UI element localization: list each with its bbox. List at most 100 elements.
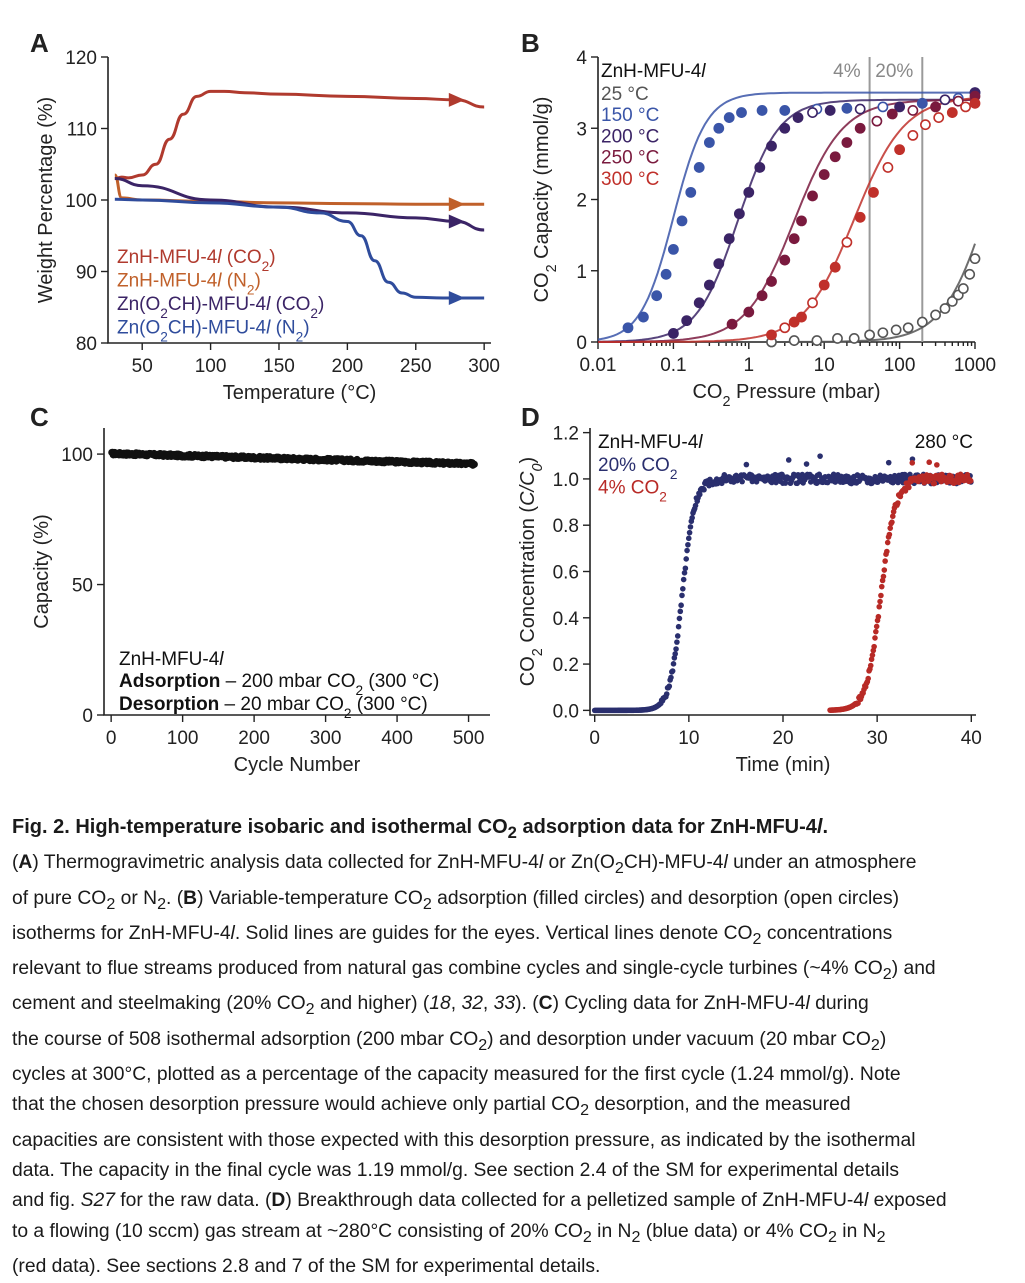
data-point [811,335,823,346]
caption-title-suffix: adsorption data for ZnH-MFU-4 [516,816,817,838]
data-point [875,613,882,620]
reference-line-label: 4% [833,61,861,82]
data-point [736,107,747,118]
panel-a-chart: A 50 100 150 200 250 300 80 90 100 110 120 Temperatu… [30,28,500,404]
data-point [807,107,818,118]
data-point [693,162,705,173]
data-point [882,558,888,564]
x-tick-label: 300 [468,356,500,377]
text-run: CO [517,656,539,686]
y-tick-label: 110 [67,120,97,141]
y-tick-label: 0 [82,706,93,727]
legend-entry: ZnH-MFU-4l (CO2) [117,247,276,274]
caption-line: (A) Thermogravimetric analysis data coll… [12,852,917,878]
data-point [895,500,901,506]
data-point [890,324,902,336]
series-line [114,177,485,232]
x-axis-label: Time (min) [736,754,831,776]
text-run: Zn( [117,318,146,339]
x-axis-label: Temperature (°C) [223,382,377,404]
caption-line: to a flowing (10 sccm) gas stream at ~28… [12,1220,886,1246]
y-axis-label: CO2 Concentration (C/C0) [517,457,546,686]
text-run: ) [269,247,275,268]
data-point [675,623,682,630]
temperature-label: 280 °C [915,432,973,453]
figure-canvas: A50 100 150 200 250 3008090100110120Temperatu… [30,28,996,776]
x-tick-label: 500 [453,728,485,749]
data-point [685,541,691,548]
y-tick-label: 0.4 [553,609,580,630]
panel-label-a: A [30,28,49,58]
data-point [817,453,823,459]
text-run: CO [282,294,311,315]
annotation-adsorption-label: Adsorption [119,671,220,692]
caption-line: cycles at 300°C, plotted as a percentage… [12,1064,901,1085]
series-line [114,89,485,181]
data-point [878,592,884,599]
text-run: 4% [598,478,631,499]
data-point [881,567,888,573]
data-point [957,283,969,294]
text-run: )- [195,294,208,315]
data-point [766,329,777,341]
data-point [841,137,853,148]
data-point [703,137,715,148]
data-point [894,101,905,113]
data-point [779,322,791,334]
data-point [681,570,688,576]
caption-title-italic: l [816,816,823,838]
text-run: l [698,432,703,453]
data-point [877,598,883,605]
text-run: CH [168,294,195,315]
text-run: CO [233,247,262,268]
series-arrow-marker [448,197,465,212]
data-point [701,486,707,493]
data-point [668,674,674,681]
data-point [680,576,687,583]
text-run: ZnH- [601,61,643,82]
data-point [685,186,697,198]
annotation-adsorption: Adsorption – 200 mbar CO2 (300 °C) [119,671,439,698]
data-point [948,473,955,479]
data-point [939,94,951,106]
data-point [871,643,877,650]
data-point [916,97,928,109]
axis-frame [589,428,976,716]
data-point [889,513,896,520]
x-tick-label: 100 [195,356,227,377]
data-point [946,295,958,307]
y-tick-label: 0.2 [553,655,579,676]
text-run: Pressure (mbar) [730,381,880,403]
data-point [841,102,853,114]
data-point [902,488,909,494]
data-point [931,480,938,487]
text-run: – 200 mbar [220,671,327,692]
data-point [685,535,692,542]
caption-line: data. The capacity in the final cycle wa… [12,1160,900,1182]
y-tick-label: 80 [76,334,97,355]
series-arrow-marker [448,290,465,305]
data-point [807,190,818,202]
caption-title-prefix: Fig. 2. High-temperature isobaric and is… [12,816,508,838]
data-point [886,531,893,538]
text-run: MFU-4 [208,318,266,339]
legend-entry: 4% CO2 [598,478,667,505]
data-point [873,623,880,630]
data-point [882,162,894,173]
data-point [930,101,941,113]
text-run: N [233,271,247,292]
data-point [803,461,810,467]
y-tick-label: 3 [576,119,587,140]
text-run: Concentration ( [517,506,539,649]
text-run: 2 [722,394,730,410]
text-run: Weight Percentage (%) [35,97,57,303]
data-point [779,122,791,134]
data-point [876,603,883,610]
data-point [872,635,878,641]
data-point [692,502,699,509]
data-point [676,215,688,227]
text-run: 2 [356,683,364,698]
data-point [779,105,791,116]
data-point [785,457,792,463]
data-point [824,105,836,116]
